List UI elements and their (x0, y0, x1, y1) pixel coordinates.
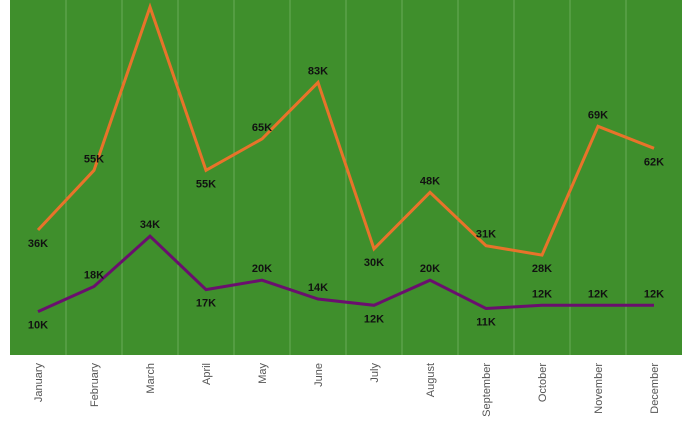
data-label: 12K (364, 313, 384, 325)
x-tick-label: August (425, 363, 437, 397)
data-label: 17K (196, 298, 216, 310)
data-label: 18K (84, 269, 104, 281)
data-label: 69K (588, 109, 608, 121)
data-label: 30K (364, 257, 384, 269)
data-label: 55K (196, 178, 216, 190)
data-label: 20K (252, 263, 272, 275)
data-label: 55K (84, 153, 104, 165)
x-tick-label: March (145, 363, 157, 394)
x-tick-label: January (33, 363, 45, 403)
x-tick-label: February (89, 363, 101, 408)
data-label: 12K (532, 288, 552, 300)
x-tick-label: October (537, 363, 549, 402)
data-label: 107K (137, 0, 163, 2)
x-tick-label: April (201, 363, 213, 385)
data-label: 48K (420, 175, 440, 187)
data-label: 62K (644, 156, 664, 168)
x-tick-label: June (313, 363, 325, 387)
data-label: 12K (588, 288, 608, 300)
data-label: 34K (140, 219, 160, 231)
data-label: 36K (28, 238, 48, 250)
data-label: 11K (476, 316, 496, 328)
x-tick-label: November (593, 363, 605, 414)
data-label: 14K (308, 282, 328, 294)
data-label: 20K (420, 263, 440, 275)
data-label: 31K (476, 229, 496, 241)
x-tick-label: May (257, 363, 269, 384)
series-line-2 (37, 234, 654, 313)
data-label: 28K (532, 263, 552, 275)
x-tick-label: December (649, 363, 661, 414)
data-label: 10K (28, 320, 48, 332)
data-label: 83K (308, 65, 328, 77)
series-line-1 (36, 2, 655, 257)
x-tick-label: September (481, 363, 493, 417)
data-label: 12K (644, 288, 664, 300)
x-tick-label: July (369, 363, 381, 383)
data-label: 65K (252, 122, 272, 134)
